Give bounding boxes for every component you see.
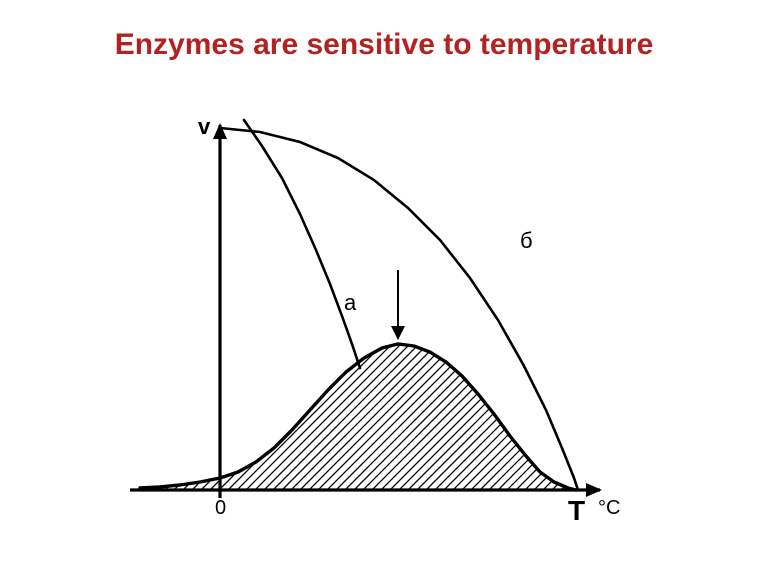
label-T: T <box>568 495 585 526</box>
label-zero: 0 <box>215 497 226 519</box>
label-b: б <box>520 228 533 253</box>
label-v: v <box>198 114 211 139</box>
enzyme-temperature-chart: v 0 а б °С T <box>120 110 640 550</box>
page-title: Enzymes are sensitive to temperature <box>0 28 768 62</box>
label-a: а <box>344 290 357 315</box>
label-degC: °С <box>598 497 620 519</box>
